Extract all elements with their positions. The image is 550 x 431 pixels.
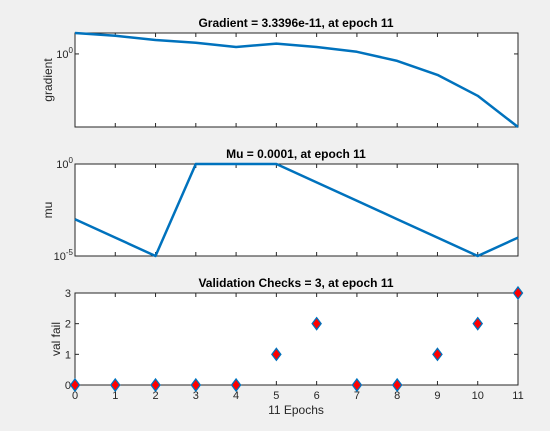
- val-fail-panel: Validation Checks = 3, at epoch 11 0123 …: [49, 276, 524, 417]
- gradient-x-ticks: [74, 33, 519, 127]
- val-fail-x-tick-label: 4: [233, 390, 239, 402]
- gradient-y-ticks: 100: [56, 46, 518, 61]
- mu-panel: Mu = 0.0001, at epoch 11 100 10-5 mu: [41, 147, 519, 263]
- val-fail-series: [69, 285, 524, 393]
- val-fail-point: [432, 347, 443, 362]
- gradient-series: [74, 31, 519, 128]
- gradient-y-label: gradient: [41, 58, 55, 102]
- gradient-panel: Gradient = 3.3396e-11, at epoch 11 100 g…: [41, 16, 519, 128]
- val-fail-title: Validation Checks = 3, at epoch 11: [198, 276, 393, 290]
- val-fail-point: [69, 377, 81, 393]
- mu-y-tick-label: 10-5: [54, 248, 74, 263]
- val-fail-point: [512, 285, 524, 301]
- mu-plot-area: [74, 163, 519, 257]
- gradient-plot-area: [74, 32, 519, 128]
- val-fail-x-tick-label: 7: [354, 390, 360, 402]
- gradient-title: Gradient = 3.3396e-11, at epoch 11: [198, 16, 393, 30]
- val-fail-plot-area: [74, 292, 519, 386]
- val-fail-x-label: 11 Epochs: [268, 403, 324, 417]
- val-fail-y-label: val fail: [49, 322, 63, 356]
- val-fail-y-tick-label: 3: [65, 288, 71, 300]
- mu-y-tick-label: 100: [56, 156, 73, 171]
- val-fail-x-tick-label: 6: [314, 390, 320, 402]
- val-fail-point: [472, 316, 484, 331]
- gradient-series-line: [74, 31, 519, 128]
- gradient-y-tick-label: 100: [56, 46, 73, 61]
- val-fail-point: [311, 316, 322, 331]
- mu-series-line: [74, 162, 519, 258]
- val-fail-point: [391, 377, 403, 393]
- val-fail-point: [230, 377, 242, 393]
- val-fail-x-tick-label: 11: [512, 390, 523, 402]
- val-fail-y-tick-label: 1: [65, 349, 71, 361]
- val-fail-point: [150, 377, 161, 393]
- val-fail-x-tick-label: 10: [472, 390, 484, 402]
- val-fail-x-tick-label: 8: [394, 390, 400, 402]
- mu-title: Mu = 0.0001, at epoch 11: [226, 147, 366, 161]
- val-fail-y-tick-label: 2: [65, 319, 71, 331]
- val-fail-point: [109, 377, 121, 393]
- val-fail-x-tick-label: 5: [273, 390, 279, 402]
- val-fail-x-tick-label: 1: [112, 390, 118, 402]
- val-fail-x-tick-label: 9: [434, 390, 440, 402]
- mu-y-label: mu: [41, 202, 55, 219]
- val-fail-point: [271, 347, 282, 362]
- val-fail-y-tick-label: 0: [65, 380, 71, 392]
- val-fail-x-tick-label: 0: [72, 390, 78, 402]
- val-fail-point: [351, 377, 363, 393]
- val-fail-point: [190, 377, 202, 393]
- mu-series: [74, 162, 519, 258]
- mu-y-ticks: 100 10-5: [54, 156, 518, 263]
- val-fail-x-tick-label: 2: [152, 390, 158, 402]
- val-fail-x-tick-label: 3: [193, 390, 199, 402]
